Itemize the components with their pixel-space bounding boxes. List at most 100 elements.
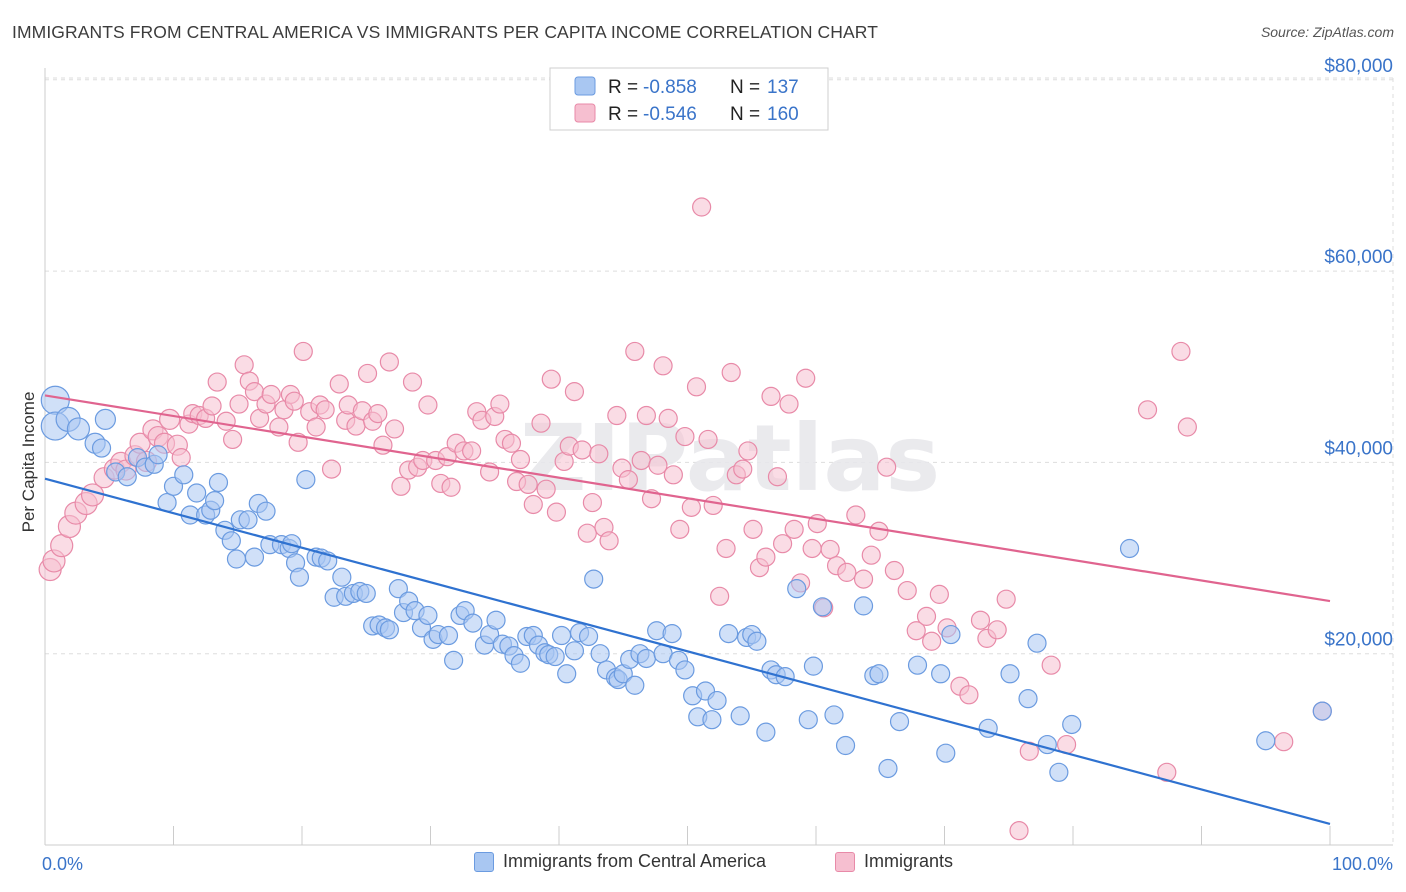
legend-n-value: 160 [767,104,799,125]
data-point [1119,538,1140,559]
data-point [1137,400,1158,420]
legend-n-label: N = [730,77,765,98]
trend-line-immigrants [44,394,1331,603]
data-point [1256,731,1276,751]
data-point [662,624,682,644]
data-point [306,417,326,437]
data-point [686,377,707,397]
legend-r-value: -0.858 [643,77,697,98]
legend-item-immigrants[interactable]: Immigrants [835,851,953,872]
data-point [1000,664,1020,684]
data-point [869,521,889,541]
data-point [877,457,897,477]
data-point [618,470,638,490]
data-point [418,395,438,415]
data-point [747,631,767,651]
data-point [658,408,678,429]
data-point [636,405,656,426]
data-point [238,510,258,530]
data-point [1312,701,1332,721]
data-point [578,626,599,647]
data-point [357,363,378,384]
data-point [1177,417,1197,437]
data-point [837,562,857,582]
data-point [710,586,730,606]
y-axis-label: Per Capita Income [19,392,38,533]
data-point [226,549,247,569]
data-point [936,743,956,763]
data-point [1062,714,1082,735]
data-point [207,372,227,392]
data-point [256,501,276,521]
x-tick-label-max: 100.0% [1332,854,1393,874]
data-point [738,441,758,461]
data-point [148,445,168,465]
data-point [510,449,531,470]
data-point [670,519,690,539]
data-point [518,474,538,494]
data-point [853,596,874,616]
data-point [835,735,856,756]
data-point [202,396,222,416]
data-point [463,613,483,633]
series-immigrants-points [38,197,1332,841]
data-point [117,467,137,487]
data-point [208,472,229,493]
data-point [631,450,651,471]
series-central-america-points [40,385,1332,782]
y-tick-label: $20,000 [1324,630,1393,651]
data-point [929,584,949,604]
data-point [716,538,736,559]
data-point [784,519,804,539]
source-label: Source: ZipAtlas.com [1260,24,1394,40]
data-point [501,433,522,453]
data-point [846,505,866,525]
data-point [625,341,645,362]
data-point [438,625,459,646]
data-point [772,534,793,554]
data-point [702,710,722,730]
data-point [289,567,310,587]
data-point [546,502,567,522]
data-point [402,372,423,392]
legend-r-label: R = [608,77,643,98]
legend-n-value: 137 [767,77,799,98]
data-point [332,567,352,587]
data-point [663,465,683,485]
data-point [590,644,610,664]
data-point [261,384,281,405]
legend-item-central-america[interactable]: Immigrants from Central America [474,851,766,872]
data-point [223,429,243,450]
legend-n-label: N = [730,104,765,125]
data-point [941,624,961,645]
data-point [767,467,788,487]
data-point [931,664,951,684]
data-point [756,547,776,567]
data-point [388,579,408,599]
data-point [159,408,181,430]
data-point [692,197,712,217]
data-point [244,547,265,567]
data-point [889,712,910,732]
legend-r-label: R = [608,104,643,125]
data-point [733,459,753,479]
data-point [329,374,349,394]
legend-r-value: -0.546 [643,104,697,125]
data-point [970,610,991,630]
data-point [94,408,116,430]
data-point [906,621,926,641]
x-tick-label-min: 0.0% [42,854,83,874]
data-point [798,710,818,730]
data-point [802,538,822,559]
data-point [582,492,603,513]
legend-swatch-pink [835,851,855,872]
data-point [653,356,673,376]
data-point [418,605,438,626]
data-point [531,413,551,433]
data-point [216,411,236,431]
data-point [541,369,561,389]
data-point [761,386,781,407]
data-point [675,426,695,447]
data-point [174,465,194,485]
data-point [1041,655,1061,675]
